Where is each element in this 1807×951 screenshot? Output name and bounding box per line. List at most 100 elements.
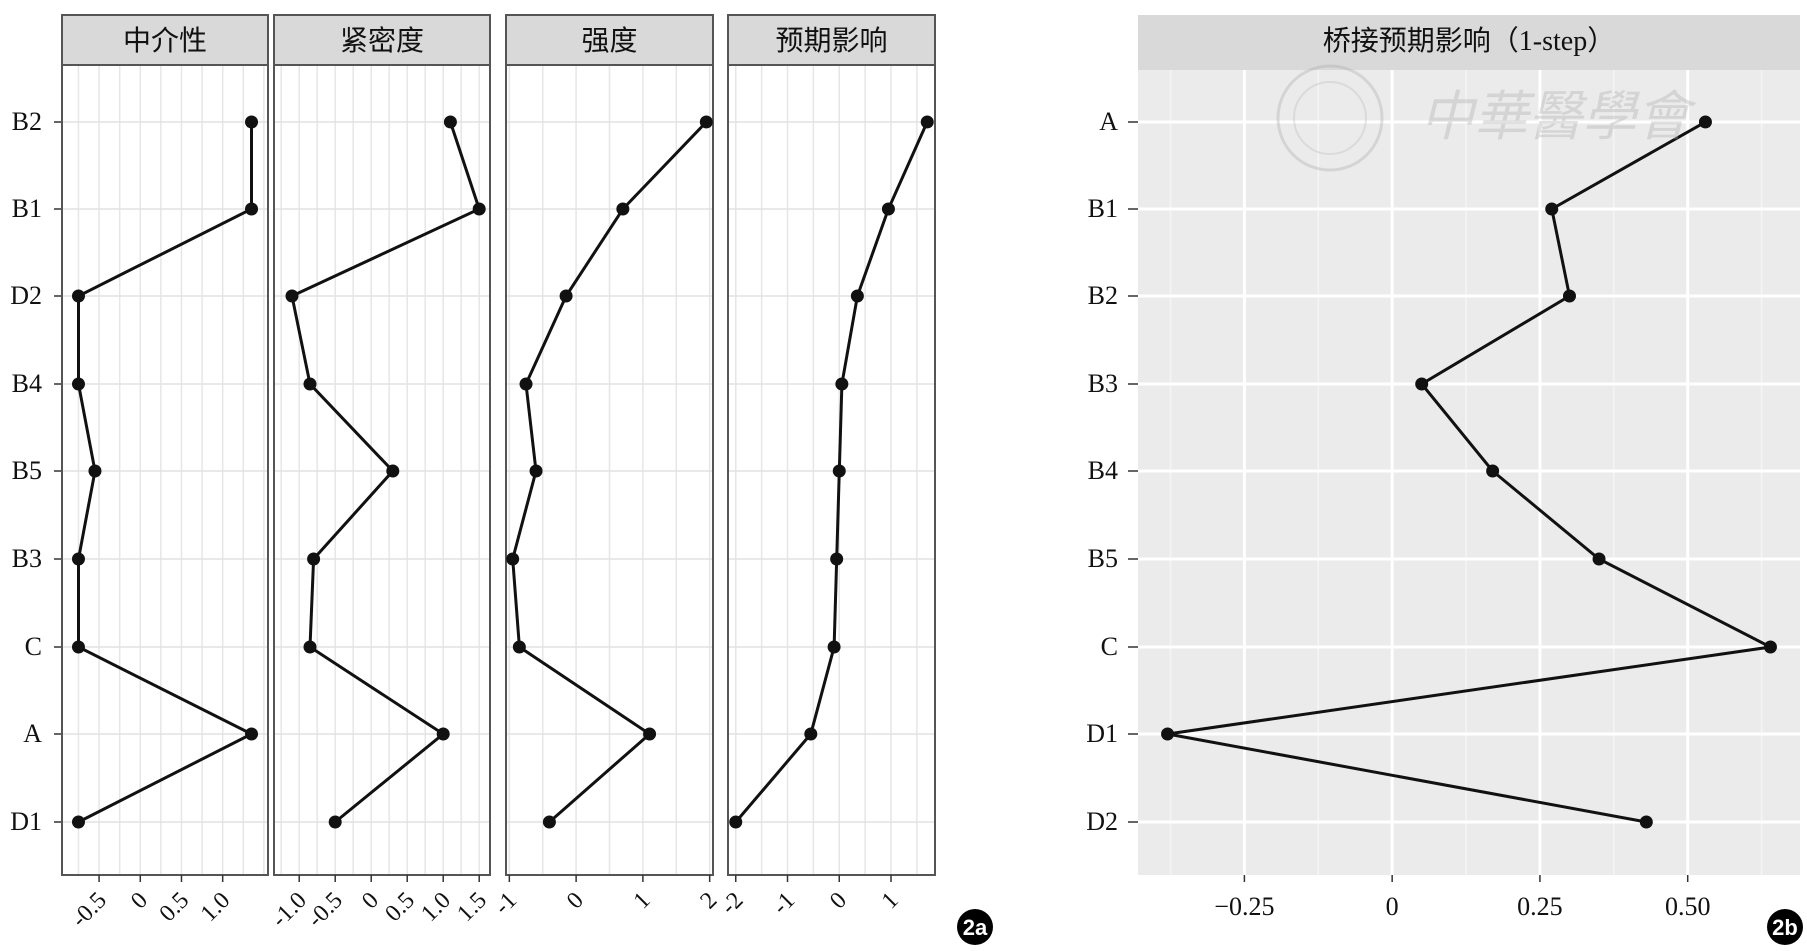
- data-point: [512, 640, 526, 654]
- x-tick-label-2a: 0: [562, 887, 589, 914]
- data-point: [307, 552, 321, 566]
- badge-2b: 2b: [1767, 909, 1803, 945]
- x-tick-label-2a: 0.5: [155, 887, 195, 927]
- data-point: [616, 202, 630, 216]
- data-point: [835, 377, 849, 391]
- watermark-seal-inner: [1293, 81, 1367, 155]
- x-tick-label-2a: 1.0: [416, 887, 456, 927]
- data-point: [827, 640, 841, 654]
- data-point: [699, 115, 713, 129]
- facet-border: [273, 64, 491, 876]
- data-point: [328, 815, 342, 829]
- x-tick-label-2a: 1: [877, 887, 904, 914]
- data-point: [386, 464, 400, 478]
- y-tick-label-2b: B1: [1088, 194, 1118, 223]
- watermark-seal: [1276, 64, 1384, 172]
- y-tick-label-2b: B2: [1088, 281, 1118, 310]
- facet-strip: [505, 14, 714, 66]
- badge-2a-label: 2a: [963, 915, 988, 940]
- y-tick-label-2a: B3: [12, 544, 42, 573]
- data-point: [71, 377, 85, 391]
- figure-2b: 桥接预期影响（1-step） A B1 B2 B3 B4 B5 C D1 D2 −0.25 0 0.25…: [1086, 15, 1800, 921]
- data-point: [529, 464, 543, 478]
- x-tick-label-2a: -1: [768, 887, 801, 920]
- facet-strip: [61, 14, 269, 66]
- data-point: [443, 115, 457, 129]
- watermark: 中華醫學會: [1276, 64, 1697, 172]
- data-point: [303, 377, 317, 391]
- data-point: [88, 464, 102, 478]
- y-tick-label-2b: D2: [1086, 807, 1118, 836]
- badge-2a: 2a: [957, 909, 993, 945]
- data-point: [1562, 289, 1576, 303]
- y-tick-label-2a: D1: [10, 807, 42, 836]
- y-tick-label-2a: B2: [12, 107, 42, 136]
- data-point: [1545, 202, 1559, 216]
- data-point: [436, 727, 450, 741]
- x-tick-label-2a: -0.5: [303, 887, 348, 932]
- data-point: [1161, 727, 1175, 741]
- x-tick-label-2a: 1.0: [196, 887, 236, 927]
- badge-2b-circle: [1767, 909, 1803, 945]
- data-point: [285, 289, 299, 303]
- data-point: [1486, 464, 1500, 478]
- facet-panel: [274, 65, 490, 875]
- data-point: [729, 815, 743, 829]
- facet-panel: [728, 65, 935, 875]
- facet-title: 紧密度: [340, 25, 424, 57]
- data-point: [850, 289, 864, 303]
- x-tick-label-2a: -1: [490, 887, 523, 920]
- x-tick-label-2a: 0: [357, 887, 384, 914]
- data-point: [472, 202, 486, 216]
- data-point: [1698, 115, 1712, 129]
- chart-title: 桥接预期影响（1-step）: [1323, 25, 1615, 57]
- data-point: [1639, 815, 1653, 829]
- x-tick-label-2a: 1: [629, 887, 656, 914]
- data-point: [804, 727, 818, 741]
- title-strip: [1138, 15, 1800, 70]
- plot-background: [1138, 15, 1800, 875]
- data-point: [830, 552, 844, 566]
- data-point: [832, 464, 846, 478]
- data-point: [303, 640, 317, 654]
- y-tick-label-2a: B1: [12, 194, 42, 223]
- data-point: [245, 727, 259, 741]
- data-point: [881, 202, 895, 216]
- y-tick-label-2b: D1: [1086, 719, 1118, 748]
- facet-title: 强度: [581, 25, 637, 57]
- watermark-text: 中華醫學會: [1420, 85, 1697, 148]
- y-tick-label-2b: C: [1101, 632, 1118, 661]
- data-point: [1415, 377, 1429, 391]
- y-tick-label-2b: B5: [1088, 544, 1118, 573]
- data-point: [245, 115, 259, 129]
- y-tick-label-2b: A: [1099, 107, 1118, 136]
- data-point: [1763, 640, 1777, 654]
- data-point: [1592, 552, 1606, 566]
- data-point: [506, 552, 520, 566]
- x-tick-label-2a: 1.5: [452, 887, 492, 927]
- x-tick-label-2b: 0: [1386, 892, 1399, 921]
- facet-border: [727, 64, 936, 876]
- data-point: [245, 202, 259, 216]
- badge-2b-label: 2b: [1772, 915, 1798, 940]
- x-tick-label-2b: −0.25: [1214, 892, 1274, 921]
- y-tick-label-2a: B5: [12, 456, 42, 485]
- x-tick-label-2b: 0.50: [1665, 892, 1711, 921]
- x-tick-label-2a: 0: [126, 887, 153, 914]
- x-tick-label-2a: -2: [716, 887, 749, 920]
- x-tick-label-2a: -1.0: [267, 887, 312, 932]
- badge-2a-circle: [957, 909, 993, 945]
- facet-border: [61, 64, 269, 876]
- facet-title: 中介性: [123, 25, 207, 57]
- data-point: [71, 552, 85, 566]
- data-point: [71, 640, 85, 654]
- y-tick-label-2a: C: [25, 632, 42, 661]
- data-point: [559, 289, 573, 303]
- data-point: [542, 815, 556, 829]
- x-tick-label-2a: 0.5: [380, 887, 420, 927]
- x-tick-label-2a: -0.5: [67, 887, 112, 932]
- y-tick-label-2a: B4: [12, 369, 42, 398]
- data-point: [71, 289, 85, 303]
- data-point: [71, 815, 85, 829]
